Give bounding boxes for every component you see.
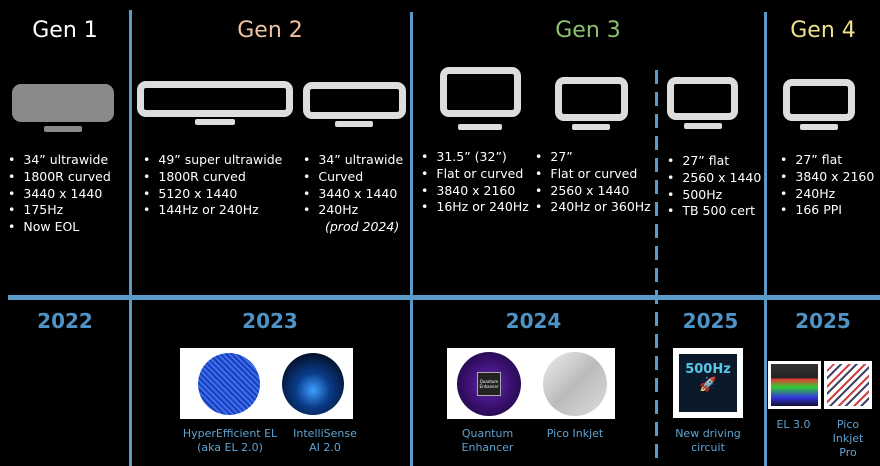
gen3-title: Gen 3 — [555, 18, 621, 43]
spec-item: 27” flat — [780, 152, 874, 169]
caption-hyperefficient-el: HyperEfficient EL (aka EL 2.0) — [182, 427, 278, 454]
spec-note: (prod 2024) — [325, 219, 400, 235]
driving-circuit-image: 500Hz 🚀 — [673, 348, 743, 418]
spec-item: 240Hz or 360Hz — [535, 199, 650, 216]
monitor-stand — [684, 123, 722, 129]
gen2-title: Gen 2 — [237, 18, 303, 43]
gen3-tech-images: Quantum Enhancer — [447, 348, 615, 419]
monitor-icon — [667, 77, 738, 120]
quantum-enhancer-chip: Quantum Enhancer — [477, 372, 501, 396]
gen1-specs: 34” ultrawide 1800R curved 3440 x 1440 1… — [8, 152, 111, 236]
monitor-stand — [800, 124, 838, 130]
spec-item: 31.5” (32”) — [421, 149, 529, 166]
pico-inkjet-image — [543, 352, 607, 416]
spec-item: 3840 x 2160 — [780, 169, 874, 186]
spec-item: 27” — [535, 149, 651, 166]
divider-gen3-gen4 — [764, 12, 767, 466]
spec-item: TB 500 cert — [667, 203, 761, 220]
spec-item: 240Hz — [303, 202, 403, 219]
hyperefficient-el-image — [198, 353, 260, 415]
spec-item: 500Hz — [667, 187, 761, 204]
gen2-tech-images — [180, 348, 353, 419]
gen2-specs-34: 34” ultrawide Curved 3440 x 1440 240Hz (… — [303, 152, 403, 236]
spec-item: 16Hz or 240Hz — [421, 199, 528, 216]
monitor-stand — [195, 119, 235, 125]
caption-el3: EL 3.0 — [776, 418, 811, 431]
caption-pico-inkjet-pro: Pico Inkjet Pro — [832, 418, 864, 459]
pico-inkjet-pro-image — [824, 361, 872, 409]
gen4-title: Gen 4 — [790, 18, 856, 43]
spec-item: 3440 x 1440 — [8, 186, 111, 203]
spec-item: Now EOL — [8, 219, 111, 236]
monitor-icon — [12, 84, 114, 122]
intellisense-ai-image — [282, 353, 344, 415]
gen2-specs-49: 49” super ultrawide 1800R curved 5120 x … — [143, 152, 282, 219]
inkjet-pro-graphic — [827, 364, 869, 406]
monitor-icon — [555, 77, 628, 121]
spec-item: 144Hz or 240Hz — [143, 202, 282, 219]
spec-item: 3840 x 2160 — [421, 183, 529, 200]
spec-item: 34” ultrawide — [8, 152, 111, 169]
spec-item: 2560 x 1440 — [535, 183, 651, 200]
rocket-icon: 🚀 — [699, 377, 717, 393]
year-gen4: 2025 — [795, 309, 851, 333]
monitor-icon — [137, 81, 293, 117]
spec-item: 3440 x 1440 — [303, 186, 403, 203]
divider-gen2-gen3 — [410, 12, 413, 466]
gen4-specs: 27” flat 3840 x 2160 240Hz 166 PPI — [780, 152, 874, 219]
divider-gen3-dashed — [655, 70, 658, 466]
monitor-stand — [572, 124, 610, 130]
caption-quantum-enhancer: Quantum Enhancer — [461, 427, 514, 454]
spec-item: Curved — [303, 169, 403, 186]
spec-item: Flat or curved — [535, 166, 651, 183]
year-gen1: 2022 — [37, 309, 93, 333]
gen3-specs-32: 31.5” (32”) Flat or curved 3840 x 2160 1… — [421, 149, 529, 216]
spec-item: 1800R curved — [8, 169, 110, 186]
monitor-stand — [458, 124, 502, 130]
caption-pico-inkjet: Pico Inkjet — [546, 427, 604, 440]
monitor-stand — [335, 121, 373, 127]
spec-item: 1800R curved — [143, 169, 282, 186]
monitor-stand — [44, 126, 82, 132]
spec-item: 49” super ultrawide — [143, 152, 282, 169]
divider-gen1-gen2 — [129, 10, 132, 466]
gen3-specs-27: 27” Flat or curved 2560 x 1440 240Hz or … — [535, 149, 651, 216]
gen1-title: Gen 1 — [32, 18, 98, 43]
year-gen2: 2023 — [242, 309, 298, 333]
spec-item: 34” ultrawide — [303, 152, 403, 169]
quantum-enhancer-image: Quantum Enhancer — [457, 352, 521, 416]
monitor-icon — [303, 82, 406, 119]
caption-new-driving-circuit: New driving circuit — [675, 427, 741, 454]
spec-item: 240Hz — [780, 186, 874, 203]
spec-item: Flat or curved — [421, 166, 529, 183]
500hz-badge: 500Hz — [685, 362, 731, 377]
year-gen3-late: 2025 — [682, 309, 739, 333]
spec-item: 5120 x 1440 — [143, 186, 282, 203]
el3-image — [768, 361, 821, 409]
timeline-axis — [8, 295, 880, 300]
spec-item: 175Hz — [8, 202, 111, 219]
gen3-specs-27-flat: 27” flat 2560 x 1440 500Hz TB 500 cert — [667, 153, 761, 220]
spec-item: 166 PPI — [780, 202, 874, 219]
el3-subpixel-graphic — [771, 364, 818, 406]
driving-circuit-panel: 500Hz 🚀 — [679, 354, 737, 412]
spec-item: 2560 x 1440 — [667, 170, 761, 187]
monitor-icon — [440, 67, 521, 117]
monitor-icon — [783, 79, 855, 121]
year-gen3: 2024 — [505, 309, 562, 333]
caption-intellisense-ai: IntelliSense AI 2.0 — [293, 427, 357, 454]
spec-item: 27” flat — [667, 153, 761, 170]
